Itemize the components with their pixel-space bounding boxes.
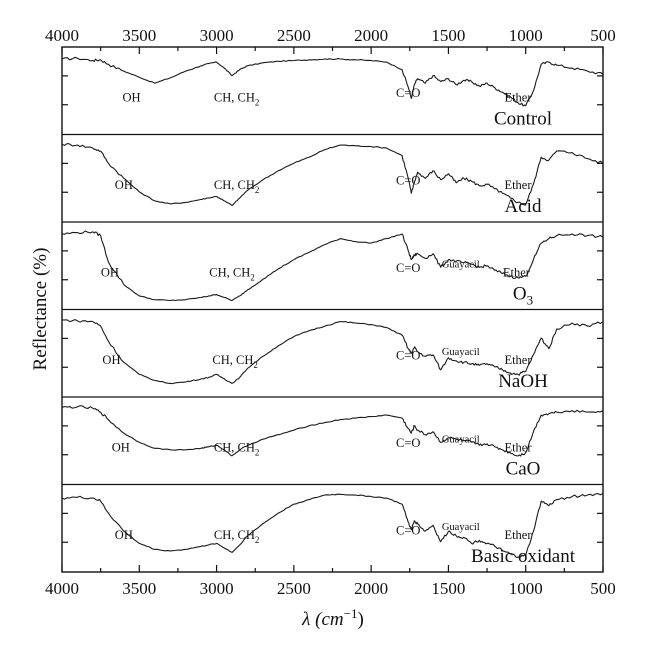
- spectrum-line: [61, 319, 604, 385]
- panel-label: NaOH: [498, 371, 548, 392]
- peak-annotation: Guayacil: [442, 260, 480, 271]
- panel-label: Acid: [505, 196, 542, 217]
- x-tick-label-bottom: 1000: [509, 579, 543, 598]
- peak-annotation: CH, CH2: [214, 528, 259, 545]
- x-tick-label-top: 500: [590, 26, 616, 45]
- x-tick-label-top: 4000: [45, 26, 79, 45]
- spectrum-line: [61, 143, 604, 206]
- peak-annotation: OH: [115, 178, 133, 192]
- x-tick-label-bottom: 3000: [200, 579, 234, 598]
- top-tick-labels: 4000 3500 3000 2500 2000 1500 1000 500: [45, 26, 616, 45]
- spectrum-panels: Control OH CH, CH2 C=O Ether Acid OH CH, CH2 C=O…: [61, 56, 604, 567]
- peak-annotation: C=O: [396, 173, 420, 187]
- peak-annotation: Ether: [504, 528, 532, 542]
- peak-annotation: OH: [123, 90, 141, 104]
- peak-annotation: OH: [102, 353, 120, 367]
- x-tick-label-bottom: 1500: [431, 579, 465, 598]
- x-tick-label-bottom: 3500: [122, 579, 156, 598]
- peak-annotation: CH, CH2: [214, 440, 259, 457]
- x-tick-label-bottom: 500: [590, 579, 616, 598]
- x-tick-label-bottom: 2500: [277, 579, 311, 598]
- spectrum-line: [61, 493, 604, 559]
- panel-dividers: [62, 133, 603, 486]
- x-axis-title-close: ): [357, 609, 363, 630]
- panel-6: Basic oxidant OH CH, CH2 C=O Guayacil Ether: [61, 493, 604, 567]
- panel-3: O3 OH CH, CH2 C=O Guayacil Ether: [61, 230, 604, 308]
- axis-ticks: [61, 47, 604, 572]
- peak-annotation: CH, CH2: [209, 265, 254, 282]
- panel-label: CaO: [506, 459, 541, 480]
- panel-label: Control: [494, 109, 552, 130]
- panel-label: Basic oxidant: [471, 546, 576, 567]
- x-tick-label-top: 1000: [509, 26, 543, 45]
- x-tick-label-top: 2500: [277, 26, 311, 45]
- y-axis-title: Reflectance (%): [30, 248, 51, 371]
- bottom-tick-labels: 4000 3500 3000 2500 2000 1500 1000 500: [45, 579, 616, 598]
- x-axis-title: λ (cm−1): [301, 606, 364, 630]
- peak-annotation: C=O: [396, 523, 420, 537]
- spectrum-line: [61, 56, 604, 107]
- x-tick-label-top: 1500: [431, 26, 465, 45]
- x-axis-title-sup: −1: [344, 606, 358, 621]
- peak-annotation: OH: [101, 265, 119, 279]
- x-tick-label-top: 2000: [354, 26, 388, 45]
- x-tick-label-top: 3500: [122, 26, 156, 45]
- x-tick-label-top: 3000: [200, 26, 234, 45]
- x-axis-title-main: λ (cm: [301, 609, 343, 630]
- peak-annotation: OH: [115, 528, 133, 542]
- peak-annotation: Ether: [504, 440, 532, 454]
- spectrum-line: [61, 230, 604, 302]
- panel-label: O3: [513, 284, 533, 308]
- peak-annotation: C=O: [396, 86, 420, 100]
- peak-annotation: Ether: [504, 90, 532, 104]
- peak-annotation: C=O: [396, 348, 420, 362]
- panel-1: Control OH CH, CH2 C=O Ether: [61, 56, 604, 130]
- panel-4: NaOH OH CH, CH2 C=O Guayacil Ether: [61, 319, 604, 392]
- peak-annotation: Ether: [503, 265, 531, 279]
- spectrum-line: [61, 405, 604, 457]
- x-tick-label-bottom: 4000: [45, 579, 79, 598]
- peak-annotation: Guayacil: [442, 347, 480, 358]
- peak-annotation: Ether: [504, 178, 532, 192]
- peak-annotation: C=O: [396, 436, 420, 450]
- peak-annotation: Ether: [504, 353, 532, 367]
- peak-annotation: CH, CH2: [212, 353, 257, 370]
- peak-annotation: CH, CH2: [214, 178, 259, 195]
- peak-annotation: Guayacil: [442, 435, 480, 446]
- x-tick-label-bottom: 2000: [354, 579, 388, 598]
- peak-annotation: C=O: [396, 261, 420, 275]
- panel-5: CaO OH CH, CH2 C=O Guayacil Ether: [61, 405, 604, 480]
- panel-2: Acid OH CH, CH2 C=O Ether: [61, 143, 604, 217]
- peak-annotation: CH, CH2: [214, 90, 259, 107]
- peak-annotation: Guayacil: [442, 522, 480, 533]
- peak-annotation: OH: [112, 440, 130, 454]
